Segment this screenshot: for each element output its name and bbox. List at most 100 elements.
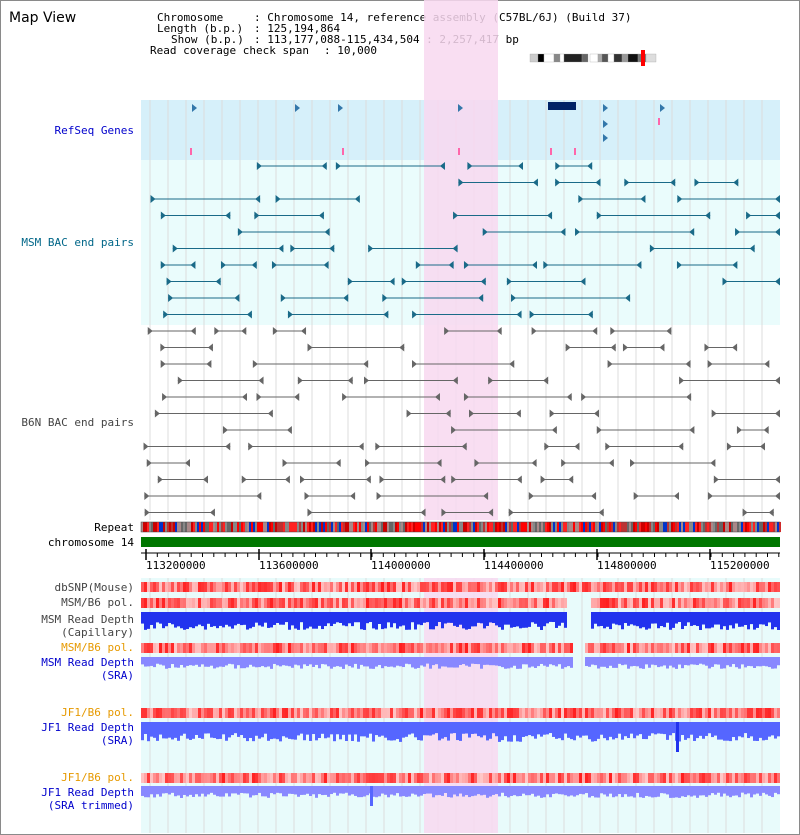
chromosome-label-track[interactable]: chromosome 14 [47,536,134,549]
jf1-pol-trim-cell [363,773,366,783]
jf1-pol-cell [711,708,714,718]
repeat-segment [705,522,707,532]
b6n-bac-pair-end [350,492,356,500]
jf1-depth-trim-bar [444,786,447,793]
jf1-depth-sra-bar [270,722,273,740]
msm-bac-pair-end [275,195,281,203]
jf1-depth-trim-bar [519,786,522,797]
jf1-depth-sra-bar [330,722,333,735]
msm-bac-label[interactable]: MSM BAC end pairs [21,236,134,249]
ideogram-band [621,53,629,63]
msm-pol-sra-cell [501,643,504,653]
msm-pol-cell [462,598,465,608]
msm-depth-sra-bar [162,657,165,666]
jf1-pol-sra-label[interactable]: JF1/B6 pol. [61,706,134,719]
msm-depth-capillary-bar [756,612,759,628]
msm-pol-cell [378,598,381,608]
jf1-depth-sra-label[interactable]: JF1 Read Depth [41,721,134,734]
jf1-pol-cell [327,708,330,718]
jf1-depth-sra-bar [621,722,624,740]
refseq-genes-label[interactable]: RefSeq Genes [54,124,134,137]
msm-depth-sra-bar [207,657,210,667]
repeat-segment [465,522,467,532]
jf1-depth-sra-bar [708,722,711,734]
b6n-bac-label[interactable]: B6N BAC end pairs [21,416,134,429]
msm-depth-sra-bar [228,657,231,664]
jf1-pol-cell [528,708,531,718]
jf1-pol-cell [381,708,384,718]
msm-pol-capillary-label[interactable]: MSM/B6 pol. [61,596,134,609]
jf1-depth-sra-bar [186,722,189,739]
jf1-depth-trim-bar [279,786,282,794]
msm-depth-capillary-label[interactable]: MSM Read Depth [41,613,134,626]
jf1-depth-trim-label[interactable]: JF1 Read Depth [41,786,134,799]
repeat-segment [739,522,741,532]
msm-pol-sra-label[interactable]: MSM/B6 pol. [61,641,134,654]
jf1-depth-trim-bar [723,786,726,794]
msm-depth-capillary-bar [237,612,240,624]
msm-depth-capillary-bar [642,612,645,628]
repeat-segment [345,522,347,532]
jf1-depth-sra-bar [156,722,159,741]
jf1-pol-cell [567,708,570,718]
dbsnp-label[interactable]: dbSNP(Mouse) [54,581,134,594]
msm-depth-sra-label[interactable]: MSM Read Depth [41,656,134,669]
jf1-depth-sra-bar [711,722,714,738]
jf1-depth-trim-bar [486,786,489,798]
jf1-pol-trim-label[interactable]: JF1/B6 pol. [61,771,134,784]
dbsnp-cell [573,582,576,592]
msm-depth-capillary-bar [546,612,549,624]
repeat-segment [411,522,413,532]
msm-pol-sra-cell [495,643,498,653]
repeat-segment [603,522,605,532]
msm-depth-capillary-bar [615,612,618,625]
msm-depth-sra-bar [603,657,606,667]
repeat-segment [725,522,727,532]
jf1-depth-trim-bar [324,786,327,795]
repeat-segment [451,522,453,532]
msm-pol-cell [765,598,768,608]
repeat-segment [619,522,621,532]
dbsnp-cell [255,582,258,592]
dbsnp-cell [192,582,195,592]
repeat-segment [601,522,603,532]
repeat-segment [499,522,501,532]
jf1-depth-trim-bar [174,786,177,797]
msm-pol-cell [144,598,147,608]
jf1-depth-sra-bar [306,722,309,735]
msm-pol-cell [243,598,246,608]
jf1-depth-trim-bar [543,786,546,798]
msm-pol-cell [693,598,696,608]
msm-depth-capillary-bar [507,612,510,625]
jf1-depth-sra-bar [378,722,381,737]
repeat-segment [431,522,433,532]
msm-depth-capillary-bar [297,612,300,630]
repeat-segment [747,522,749,532]
b6n-bac-pair-end [686,393,692,401]
jf1-pol-cell [333,708,336,718]
repeat-segment [361,522,363,532]
dbsnp-cell [429,582,432,592]
repeat-segment [157,522,159,532]
msm-depth-sra-bar [396,657,399,666]
jf1-pol-cell [771,708,774,718]
msm-depth-sra-bar [657,657,660,668]
repeat-label[interactable]: Repeat [94,521,134,534]
jf1-pol-trim-cell [495,773,498,783]
b6n-bac-pair-end [363,360,369,368]
jf1-pol-cell [672,708,675,718]
jf1-pol-trim-cell [660,773,663,783]
repeat-segment [671,522,673,532]
b6n-bac-pair-end [768,508,774,517]
length-label: Length (b.p.) [157,22,244,35]
jf1-pol-cell [747,708,750,718]
jf1-pol-cell [369,708,372,718]
jf1-pol-cell [765,708,768,718]
repeat-segment [301,522,303,532]
msm-depth-sra-bar [537,657,540,667]
jf1-pol-trim-cell [294,773,297,783]
msm-depth-capillary-bar [504,612,507,625]
jf1-depth-sra-bar [159,722,162,735]
dbsnp-cell [645,582,648,592]
